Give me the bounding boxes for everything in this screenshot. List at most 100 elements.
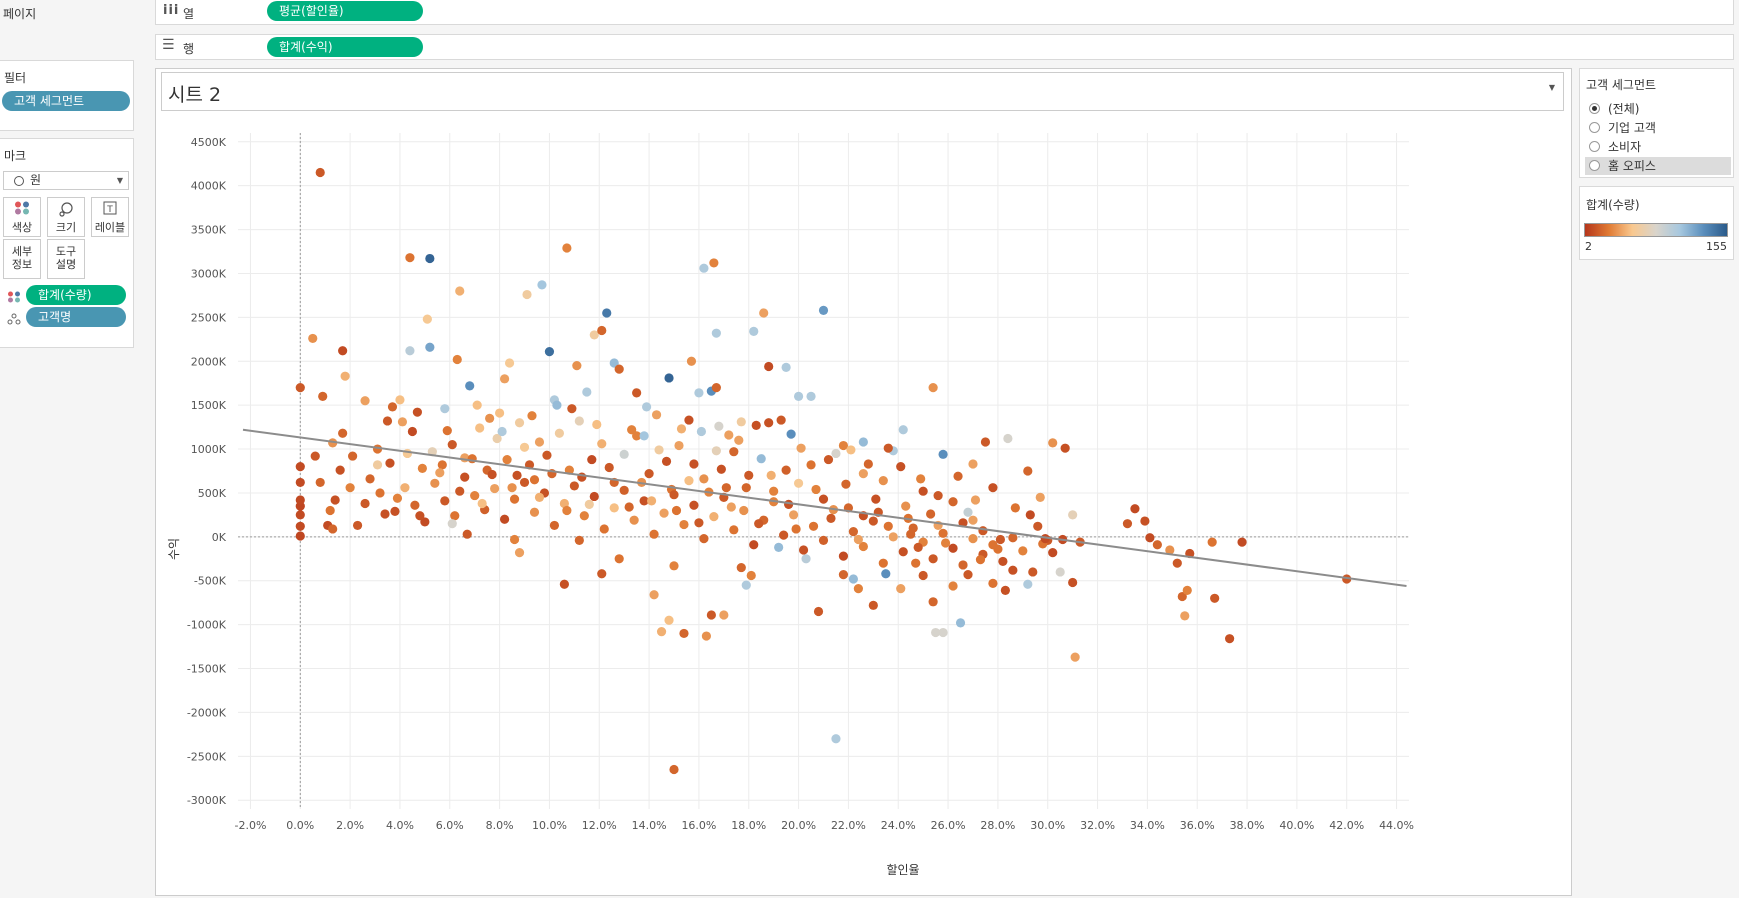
data-point (931, 627, 941, 638)
data-point (813, 606, 824, 617)
data-point (582, 387, 592, 397)
color-button[interactable]: 색상 (3, 197, 41, 237)
data-point (552, 400, 562, 410)
data-point (639, 496, 649, 506)
data-point (978, 526, 988, 536)
data-point (806, 391, 816, 401)
data-point (485, 413, 495, 423)
data-point (796, 443, 806, 453)
mark-field-customer-name[interactable]: 고객명 (26, 307, 126, 327)
data-point (791, 524, 801, 534)
chevron-down-icon: ▼ (116, 176, 123, 185)
data-point (567, 404, 577, 414)
data-point (938, 528, 948, 538)
data-point (1008, 565, 1018, 575)
legend-color-ramp[interactable] (1584, 223, 1728, 237)
data-point (559, 498, 569, 509)
mark-type-dropdown[interactable]: 원 ▼ (3, 171, 129, 190)
radio-icon (1589, 141, 1600, 152)
data-point (998, 556, 1008, 567)
mark-field-quantity[interactable]: 합계(수량) (26, 285, 126, 305)
data-point (938, 627, 948, 638)
data-point (963, 507, 973, 517)
radio-icon (1589, 160, 1600, 171)
x-tick-label: 34.0% (1130, 819, 1165, 832)
columns-pill[interactable]: 평균(할인율) (267, 1, 423, 21)
data-point (345, 483, 355, 493)
data-point (749, 326, 759, 337)
data-point (1035, 492, 1045, 502)
data-point (360, 498, 370, 509)
data-point (868, 600, 878, 610)
data-point (711, 328, 721, 338)
data-point (1023, 579, 1033, 589)
segment-option-home-office[interactable]: 홈 오피스 (1585, 157, 1731, 175)
data-point (527, 411, 537, 421)
rows-pill[interactable]: 합계(수익) (267, 37, 423, 57)
size-button[interactable]: 크기 (47, 197, 85, 237)
data-point (1207, 537, 1217, 547)
data-point (756, 454, 766, 464)
data-point (1225, 634, 1235, 644)
data-point (1048, 548, 1058, 558)
data-point (826, 513, 836, 524)
data-point (846, 445, 856, 455)
sheet-title-box[interactable]: 시트 2 ▼ (161, 72, 1564, 111)
data-point (1000, 585, 1010, 595)
data-point (352, 520, 363, 531)
data-point (699, 474, 709, 484)
x-tick-label: 6.0% (436, 819, 464, 832)
data-point (988, 540, 998, 550)
data-point (988, 578, 998, 588)
data-point (572, 361, 582, 371)
y-tick-label: -2000K (187, 706, 227, 719)
x-tick-label: 20.0% (781, 819, 816, 832)
data-point (968, 515, 978, 525)
data-point (769, 486, 779, 496)
data-point (425, 342, 435, 352)
data-point (664, 615, 674, 625)
data-point (392, 493, 403, 503)
y-tick-label: 4500K (191, 136, 227, 149)
y-tick-label: 3500K (191, 224, 227, 237)
mark-type-label: 원 (30, 173, 42, 187)
tooltip-button[interactable]: 도구 설명 (47, 239, 85, 279)
x-tick-label: 22.0% (831, 819, 866, 832)
data-point (654, 445, 664, 455)
chevron-down-icon[interactable]: ▼ (1548, 83, 1555, 92)
data-point (711, 382, 721, 393)
data-point (928, 554, 938, 564)
data-point (970, 495, 981, 505)
y-tick-label: 0K (212, 531, 227, 544)
data-point (940, 538, 951, 548)
segment-option-all[interactable]: (전체) (1585, 100, 1731, 118)
data-point (918, 486, 928, 496)
data-point (435, 468, 445, 478)
text-label-icon: T (92, 201, 128, 219)
data-point (729, 525, 739, 535)
data-point (968, 534, 978, 544)
data-point (883, 521, 893, 531)
data-point (519, 442, 530, 452)
data-point (562, 505, 572, 516)
filter-pill-customer-segment[interactable]: 고객 세그먼트 (2, 91, 130, 111)
trend-line-path (242, 428, 1407, 587)
data-point (534, 492, 545, 502)
data-point (878, 476, 888, 486)
data-point (793, 391, 804, 401)
x-tick-label: -2.0% (234, 819, 266, 832)
color-dots-icon (4, 201, 40, 219)
data-point (597, 569, 607, 579)
detail-button[interactable]: 세부 정보 (3, 239, 41, 279)
data-point (387, 402, 398, 412)
data-point (390, 506, 400, 516)
label-button[interactable]: T 레이블 (91, 197, 129, 237)
segment-option-corporate[interactable]: 기업 고객 (1585, 119, 1731, 137)
x-tick-label: 8.0% (486, 819, 514, 832)
segment-option-consumer[interactable]: 소비자 (1585, 138, 1731, 156)
x-tick-label: 4.0% (386, 819, 414, 832)
data-point (1003, 433, 1013, 444)
radio-selected-icon (1589, 103, 1600, 114)
data-point (602, 308, 612, 318)
data-point (360, 396, 370, 406)
